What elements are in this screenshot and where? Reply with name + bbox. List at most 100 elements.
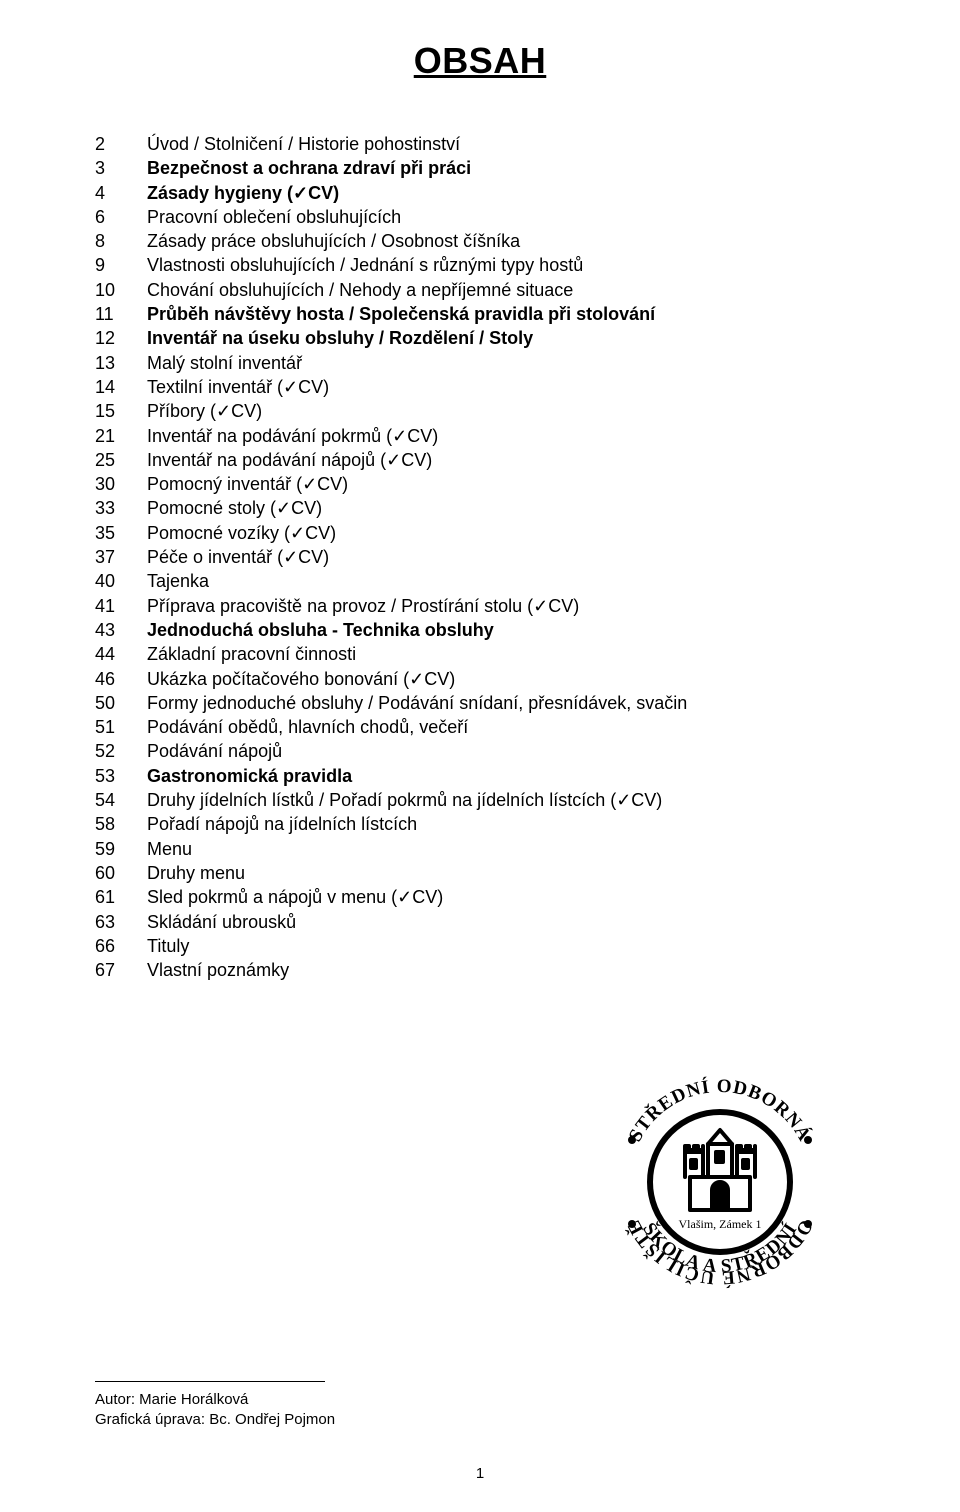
toc-row: 60Druhy menu [95, 861, 865, 885]
toc-row: 13Malý stolní inventář [95, 351, 865, 375]
toc-entry-text: Zásady hygieny (✓CV) [147, 181, 865, 205]
toc-page-number: 6 [95, 205, 147, 229]
toc-page-number: 13 [95, 351, 147, 375]
toc-row: 67Vlastní poznámky [95, 958, 865, 982]
toc-row: 15Příbory (✓CV) [95, 399, 865, 423]
toc-row: 37Péče o inventář (✓CV) [95, 545, 865, 569]
toc-row: 11Průběh návštěvy hosta / Společenská pr… [95, 302, 865, 326]
toc-page-number: 21 [95, 424, 147, 448]
toc-page-number: 11 [95, 302, 147, 326]
toc-row: 6Pracovní oblečení obsluhujících [95, 205, 865, 229]
toc-page-number: 8 [95, 229, 147, 253]
toc-entry-text: Úvod / Stolničení / Historie pohostinstv… [147, 132, 865, 156]
toc-page-number: 63 [95, 910, 147, 934]
footer-rule [95, 1381, 325, 1382]
toc-entry-text: Skládání ubrousků [147, 910, 865, 934]
toc-page-number: 59 [95, 837, 147, 861]
toc-page-number: 50 [95, 691, 147, 715]
toc-entry-text: Vlastnosti obsluhujících / Jednání s růz… [147, 253, 865, 277]
toc-row: 3Bezpečnost a ochrana zdraví při práci [95, 156, 865, 180]
toc-page-number: 2 [95, 132, 147, 156]
toc-page-number: 30 [95, 472, 147, 496]
toc-row: 25Inventář na podávání nápojů (✓CV) [95, 448, 865, 472]
toc-row: 12Inventář na úseku obsluhy / Rozdělení … [95, 326, 865, 350]
toc-entry-text: Sled pokrmů a nápojů v menu (✓CV) [147, 885, 865, 909]
toc-entry-text: Chování obsluhujících / Nehody a nepříje… [147, 278, 865, 302]
footer-designer: Grafická úprava: Bc. Ondřej Pojmon [95, 1410, 335, 1430]
toc-entry-text: Textilní inventář (✓CV) [147, 375, 865, 399]
toc-page-number: 44 [95, 642, 147, 666]
page-title: OBSAH [95, 40, 865, 82]
footer-author: Autor: Marie Horálková [95, 1390, 335, 1410]
toc-row: 35Pomocné vozíky (✓CV) [95, 521, 865, 545]
toc-row: 43Jednoduchá obsluha - Technika obsluhy [95, 618, 865, 642]
toc-page-number: 46 [95, 667, 147, 691]
toc-page-number: 52 [95, 739, 147, 763]
toc-entry-text: Ukázka počítačového bonování (✓CV) [147, 667, 865, 691]
toc-entry-text: Druhy menu [147, 861, 865, 885]
toc-row: 9Vlastnosti obsluhujících / Jednání s rů… [95, 253, 865, 277]
toc-entry-text: Příprava pracoviště na provoz / Prostírá… [147, 594, 865, 618]
toc-page-number: 60 [95, 861, 147, 885]
toc-row: 51Podávání obědů, hlavních chodů, večeří [95, 715, 865, 739]
toc-entry-text: Tajenka [147, 569, 865, 593]
toc-page-number: 33 [95, 496, 147, 520]
toc-row: 21Inventář na podávání pokrmů (✓CV) [95, 424, 865, 448]
table-of-contents: 2Úvod / Stolničení / Historie pohostinst… [95, 132, 865, 982]
toc-entry-text: Příbory (✓CV) [147, 399, 865, 423]
toc-entry-text: Pracovní oblečení obsluhujících [147, 205, 865, 229]
toc-row: 58Pořadí nápojů na jídelních lístcích [95, 812, 865, 836]
toc-entry-text: Jednoduchá obsluha - Technika obsluhy [147, 618, 865, 642]
toc-entry-text: Podávání obědů, hlavních chodů, večeří [147, 715, 865, 739]
toc-page-number: 40 [95, 569, 147, 593]
toc-row: 10Chování obsluhujících / Nehody a nepří… [95, 278, 865, 302]
toc-entry-text: Formy jednoduché obsluhy / Podávání sníd… [147, 691, 865, 715]
toc-page-number: 37 [95, 545, 147, 569]
toc-row: 54Druhy jídelních lístků / Pořadí pokrmů… [95, 788, 865, 812]
toc-row: 59Menu [95, 837, 865, 861]
toc-page-number: 43 [95, 618, 147, 642]
toc-entry-text: Pomocné vozíky (✓CV) [147, 521, 865, 545]
toc-entry-text: Inventář na úseku obsluhy / Rozdělení / … [147, 326, 865, 350]
toc-page-number: 53 [95, 764, 147, 788]
toc-page-number: 15 [95, 399, 147, 423]
footer: Autor: Marie Horálková Grafická úprava: … [95, 1381, 335, 1431]
toc-entry-text: Vlastní poznámky [147, 958, 865, 982]
toc-row: 2Úvod / Stolničení / Historie pohostinst… [95, 132, 865, 156]
toc-entry-text: Druhy jídelních lístků / Pořadí pokrmů n… [147, 788, 865, 812]
toc-entry-text: Základní pracovní činnosti [147, 642, 865, 666]
toc-page-number: 12 [95, 326, 147, 350]
toc-page-number: 10 [95, 278, 147, 302]
toc-row: 63Skládání ubrousků [95, 910, 865, 934]
toc-page-number: 67 [95, 958, 147, 982]
toc-row: 30Pomocný inventář (✓CV) [95, 472, 865, 496]
page-number: 1 [0, 1465, 960, 1482]
toc-entry-text: Gastronomická pravidla [147, 764, 865, 788]
toc-page-number: 25 [95, 448, 147, 472]
toc-row: 8Zásady práce obsluhujících / Osobnost č… [95, 229, 865, 253]
toc-row: 50Formy jednoduché obsluhy / Podávání sn… [95, 691, 865, 715]
svg-text:Vlašim, Zámek 1: Vlašim, Zámek 1 [679, 1217, 762, 1231]
toc-entry-text: Tituly [147, 934, 865, 958]
toc-page-number: 58 [95, 812, 147, 836]
toc-row: 14Textilní inventář (✓CV) [95, 375, 865, 399]
toc-row: 66Tituly [95, 934, 865, 958]
toc-page-number: 61 [95, 885, 147, 909]
toc-page-number: 54 [95, 788, 147, 812]
toc-row: 52Podávání nápojů [95, 739, 865, 763]
toc-row: 44Základní pracovní činnosti [95, 642, 865, 666]
toc-page-number: 51 [95, 715, 147, 739]
toc-page-number: 4 [95, 181, 147, 205]
toc-row: 4Zásady hygieny (✓CV) [95, 181, 865, 205]
toc-entry-text: Inventář na podávání pokrmů (✓CV) [147, 424, 865, 448]
toc-page-number: 66 [95, 934, 147, 958]
toc-entry-text: Inventář na podávání nápojů (✓CV) [147, 448, 865, 472]
toc-entry-text: Průběh návštěvy hosta / Společenská prav… [147, 302, 865, 326]
toc-entry-text: Podávání nápojů [147, 739, 865, 763]
toc-row: 53Gastronomická pravidla [95, 764, 865, 788]
toc-entry-text: Pořadí nápojů na jídelních lístcích [147, 812, 865, 836]
toc-entry-text: Pomocné stoly (✓CV) [147, 496, 865, 520]
toc-row: 40Tajenka [95, 569, 865, 593]
toc-row: 41Příprava pracoviště na provoz / Prostí… [95, 594, 865, 618]
toc-row: 33Pomocné stoly (✓CV) [95, 496, 865, 520]
